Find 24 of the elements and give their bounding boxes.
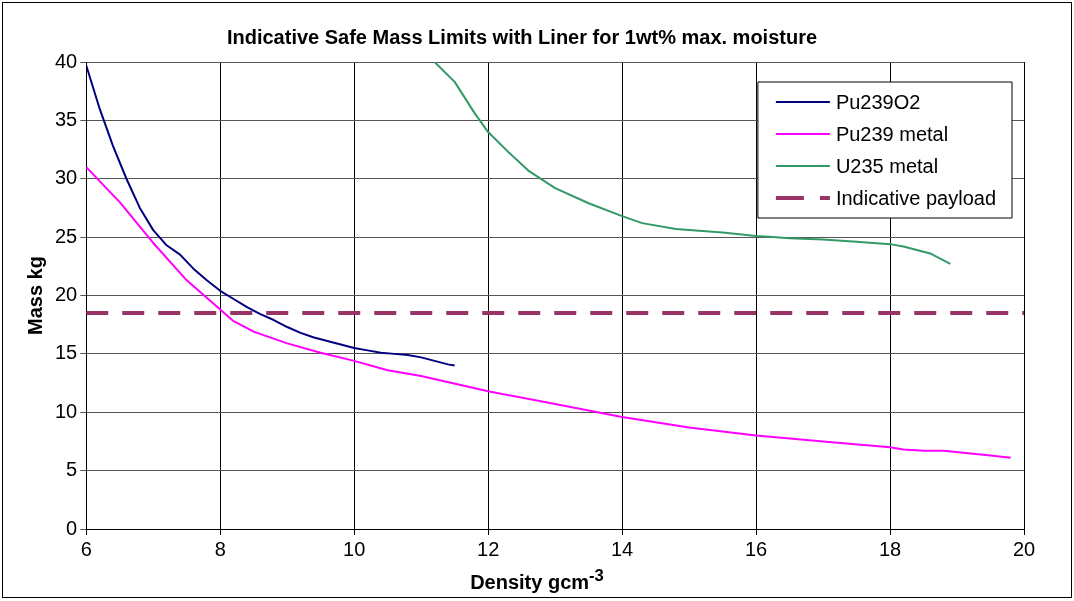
legend-label: Pu239 metal <box>835 122 949 145</box>
x-tick-label: 16 <box>744 537 768 560</box>
x-tick-label: 18 <box>878 537 902 560</box>
x-tick-label: 6 <box>80 537 92 560</box>
legend-label: Pu239O2 <box>835 90 921 113</box>
y-tick-label: 35 <box>55 107 78 130</box>
y-tick-label: 30 <box>55 166 78 189</box>
y-tick-label: 20 <box>55 283 78 306</box>
x-tick-label: 14 <box>610 537 634 560</box>
legend-label: Indicative payload <box>835 186 996 209</box>
y-tick-label: 15 <box>55 341 78 364</box>
y-axis-title: Mass kg <box>23 256 46 335</box>
x-tick-label: 12 <box>477 537 500 560</box>
y-tick-label: 10 <box>55 399 78 422</box>
y-tick-label: 25 <box>55 224 78 247</box>
x-tick-label: 10 <box>343 537 366 560</box>
y-tick-label: 40 <box>55 49 78 72</box>
chart-title: Indicative Safe Mass Limits with Liner for 1wt% max. moisture <box>226 25 818 48</box>
x-tick-label: 20 <box>1012 537 1036 560</box>
y-tick-label: 5 <box>66 458 78 481</box>
y-tick-label: 0 <box>66 516 78 539</box>
x-axis-title: Density gcm$^{-3}$ <box>469 566 605 594</box>
x-tick-label: 8 <box>214 537 226 560</box>
legend-label: U235 metal <box>835 154 939 177</box>
